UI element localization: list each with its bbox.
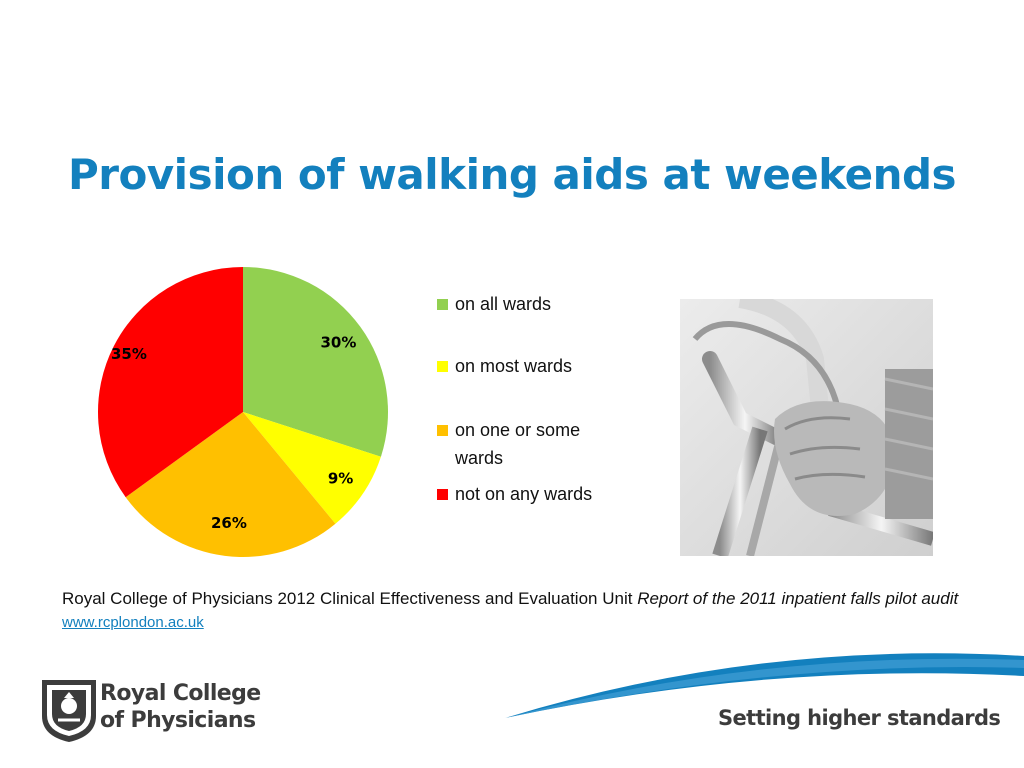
tagline: Setting higher standards [718,706,1001,730]
pie-data-label: 30% [321,334,357,352]
logo-line-2: of Physicians [100,708,256,733]
pie-slice-on-one-or-some-wards [125,412,336,557]
pie-data-label: 9% [328,469,353,487]
rcp-logo-text: Royal College of Physicians [100,680,261,734]
legend-swatch [437,425,448,436]
citation: Royal College of Physicians 2012 Clinica… [62,587,962,634]
legend-swatch [437,489,448,500]
walking-frame-photo [680,299,933,556]
legend-item-all-wards: on all wards [437,290,551,318]
rcp-crest-icon [42,680,96,742]
pie-data-label: 26% [211,514,247,532]
legend-swatch [437,361,448,372]
pie-slice-not-on-any-wards [98,267,243,498]
page-title: Provision of walking aids at weekends [67,150,957,199]
legend-label: on all wards [455,294,552,314]
pie-slice-on-most-wards [243,412,381,524]
citation-link[interactable]: www.rcplondon.ac.uk [62,614,204,631]
legend-item-some-wards: on one or some wards [437,416,617,472]
legend-item-no-wards: not on any wards [437,480,592,508]
legend-label: on one or some wards [455,420,581,468]
legend-swatch [437,299,448,310]
pie-data-label: 35% [111,345,147,363]
legend-label: on most wards [455,356,573,376]
legend-label: not on any wards [455,484,593,504]
legend-item-most-wards: on most wards [437,352,572,380]
citation-text: Royal College of Physicians 2012 Clinica… [62,589,633,608]
citation-italic: Report of the 2011 inpatient falls pilot… [637,589,959,608]
pie-slice-on-all-wards [243,267,388,457]
logo-line-1: Royal College [100,681,261,706]
